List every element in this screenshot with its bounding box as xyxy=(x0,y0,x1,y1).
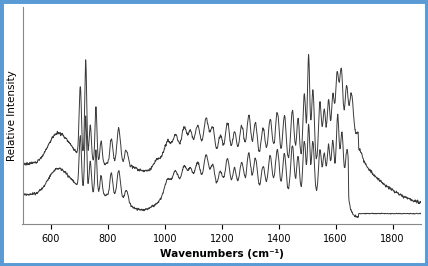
Y-axis label: Relative Intensity: Relative Intensity xyxy=(7,70,17,161)
X-axis label: Wavenumbers (cm⁻¹): Wavenumbers (cm⁻¹) xyxy=(160,249,284,259)
